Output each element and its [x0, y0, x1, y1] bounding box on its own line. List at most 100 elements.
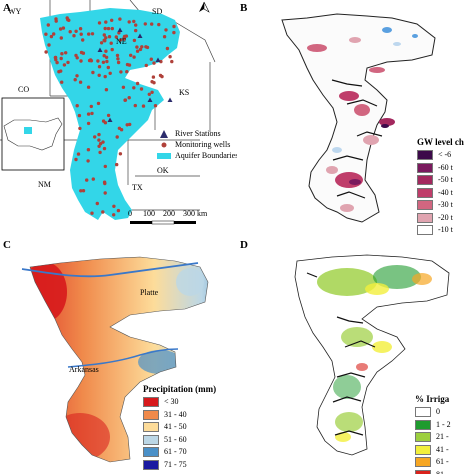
monitoring-well-marker [110, 18, 114, 22]
panel-b-legend: GW level ch < -6 -60 t -50 t -40 t -30 t -20 … [417, 137, 464, 237]
panel-a-map: WY SD NE CO KS NM OK TX 0 100 200 300 km [0, 0, 216, 225]
monitoring-well-marker [141, 104, 146, 108]
river-label-arkansas: Arkansas [69, 365, 99, 374]
monitoring-well-marker [109, 41, 113, 45]
platte-river-line [21, 262, 199, 278]
monitoring-well-marker [132, 19, 136, 24]
river-station-marker [155, 57, 161, 62]
legend-label: River Stations [175, 129, 221, 138]
legend-monitoring-wells: Monitoring wells [157, 139, 237, 150]
legend-item: 81 - [415, 469, 451, 474]
legend-label: -40 t [438, 187, 453, 197]
monitoring-well-marker [144, 63, 148, 68]
panel-d-irrigation-map: D % Irriga 0 1 - 2 21 - 41 - 61 - 81 - [237, 237, 474, 474]
scale-label-200: 200 [163, 209, 175, 218]
monitoring-well-marker [59, 36, 63, 40]
monitoring-well-marker [102, 33, 107, 37]
monitoring-well-marker [168, 55, 172, 59]
monitoring-well-marker [102, 146, 107, 151]
monitoring-well-marker [46, 23, 50, 27]
monitoring-well-marker [127, 20, 131, 24]
monitoring-well-marker [74, 157, 78, 162]
county-outlines [306, 272, 376, 436]
panel-c-label: C [3, 239, 11, 251]
monitoring-well-marker [53, 55, 58, 60]
inset-us-outline [3, 117, 63, 151]
monitoring-well-marker [103, 26, 107, 31]
monitoring-well-marker [101, 210, 105, 214]
panel-b-groundwater-change-map: B GW level ch < -6 -60 t -50 t -40 t -30 t -2… [237, 0, 474, 237]
legend-label: 71 - 75 [164, 459, 187, 469]
monitoring-well-markers [44, 16, 176, 217]
legend-label: -60 t [438, 162, 453, 172]
monitoring-well-marker [133, 103, 137, 108]
legend-swatch [143, 397, 159, 408]
monitoring-well-marker [104, 36, 108, 40]
legend-label: -20 t [438, 212, 453, 222]
monitoring-well-marker [159, 59, 163, 64]
monitoring-well-marker [170, 59, 174, 64]
scale-label-100: 100 [143, 209, 155, 218]
monitoring-well-marker [158, 73, 163, 78]
monitoring-well-marker [97, 73, 101, 78]
monitoring-well-marker [75, 74, 79, 78]
monitoring-well-marker [135, 45, 139, 49]
monitoring-well-marker [72, 34, 76, 38]
monitoring-well-marker [152, 81, 156, 85]
monitoring-well-marker [118, 152, 123, 156]
monitoring-well-marker [129, 53, 133, 57]
panel-d-label: D [240, 239, 248, 251]
legend-item: 61 - 70 [143, 446, 216, 459]
monitoring-well-marker [98, 150, 102, 155]
legend-label: < 30 [164, 397, 179, 407]
monitoring-well-marker [96, 59, 100, 63]
monitoring-well-marker [97, 21, 102, 25]
legend-item: < -6 [417, 149, 464, 162]
legend-label: < -6 [438, 150, 452, 160]
monitoring-well-marker [101, 60, 106, 64]
monitoring-well-marker [143, 22, 147, 26]
monitoring-well-marker [157, 22, 161, 27]
monitoring-well-marker [150, 22, 154, 26]
legend-aquifer-boundaries: Aquifer Boundaries [157, 150, 237, 161]
monitoring-well-marker [76, 152, 81, 156]
monitoring-well-marker [91, 70, 95, 75]
monitoring-well-marker [103, 164, 108, 169]
legend-item: < 30 [143, 396, 216, 409]
monitoring-well-marker [106, 26, 111, 31]
monitoring-well-marker [73, 78, 77, 82]
irrigation-patches [317, 265, 432, 442]
legend-item: 31 - 40 [143, 409, 216, 422]
monitoring-well-marker [117, 31, 121, 35]
legend-item: -20 t [417, 212, 464, 225]
monitoring-well-marker [122, 37, 127, 41]
panel-b-label: B [240, 2, 248, 14]
state-label-sd: SD [152, 7, 162, 16]
panel-c-map: Platte Arkansas [21, 256, 209, 463]
legend-label: Aquifer Boundaries [175, 151, 237, 160]
monitoring-well-marker [90, 111, 94, 116]
monitoring-well-marker [140, 45, 144, 49]
north-arrow [199, 1, 210, 13]
monitoring-well-marker [104, 88, 109, 92]
panel-a-legend: River Stations Monitoring wells Aquifer … [157, 128, 237, 161]
state-label-ks: KS [179, 88, 189, 97]
monitoring-well-marker [86, 112, 91, 116]
legend-item: 41 - [415, 444, 451, 457]
monitoring-well-marker [135, 49, 140, 53]
monitoring-well-marker [86, 159, 90, 163]
monitoring-well-marker [103, 191, 107, 195]
monitoring-well-marker [86, 85, 91, 89]
monitoring-well-marker [106, 65, 111, 70]
legend-label: 21 - [436, 432, 449, 442]
monitoring-well-marker [105, 59, 109, 64]
monitoring-well-marker [96, 101, 101, 106]
legend-swatch [415, 457, 431, 468]
panel-d-map [294, 254, 450, 456]
legend-label: 1 - 2 [436, 419, 451, 429]
legend-swatch [417, 200, 433, 211]
aquifer-outline [29, 256, 209, 463]
monitoring-well-marker [104, 49, 108, 53]
monitoring-well-marker [78, 27, 83, 31]
monitoring-well-marker [127, 63, 132, 67]
